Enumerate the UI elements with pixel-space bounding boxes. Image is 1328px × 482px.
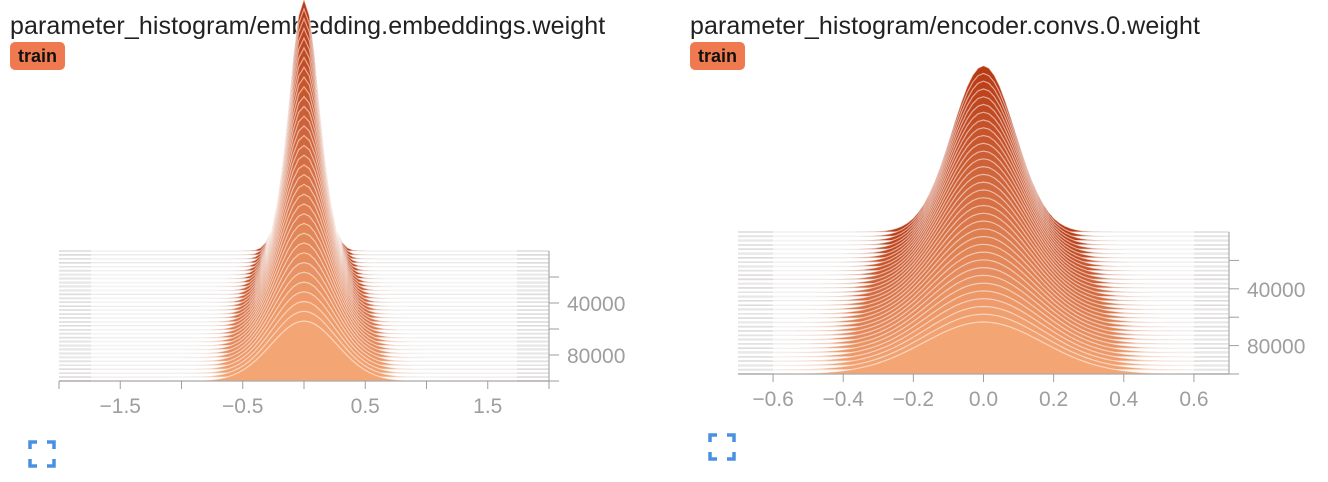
x-tick-label: −0.4 — [822, 388, 864, 411]
chart-title: parameter_histogram/encoder.convs.0.weig… — [690, 12, 1201, 40]
x-tick-label: 0.6 — [1179, 388, 1208, 411]
run-badge: train — [690, 42, 746, 70]
x-tick-label: −0.6 — [752, 388, 793, 411]
histogram-card-encoder: parameter_histogram/encoder.convs.0.weig… — [690, 0, 1320, 482]
x-tick-label: 1.5 — [473, 395, 502, 418]
histogram-slice — [738, 321, 1229, 375]
y-tick-label: 80000 — [1247, 336, 1305, 359]
x-tick-label: 0.4 — [1109, 388, 1139, 411]
fullscreen-button[interactable] — [708, 433, 736, 461]
y-tick-label: 40000 — [567, 293, 625, 316]
x-tick-label: −0.5 — [222, 395, 263, 418]
fullscreen-icon — [708, 433, 736, 461]
x-tick-label: 0.5 — [351, 395, 380, 418]
y-tick-label: 40000 — [1247, 279, 1305, 302]
x-tick-label: −0.2 — [893, 388, 934, 411]
fullscreen-button[interactable] — [28, 440, 56, 468]
x-tick-label: −1.5 — [100, 395, 141, 418]
fullscreen-icon — [28, 440, 56, 468]
run-badge: train — [10, 42, 66, 70]
histogram-card-embedding: parameter_histogram/embedding.embeddings… — [10, 0, 650, 482]
histogram-plot: −1.5 −0.5 0.5 1.5 40000 80000 — [58, 0, 625, 418]
x-tick-label: 0.0 — [969, 388, 998, 411]
y-tick-label: 80000 — [567, 345, 625, 368]
x-tick-label: 0.2 — [1039, 388, 1068, 411]
